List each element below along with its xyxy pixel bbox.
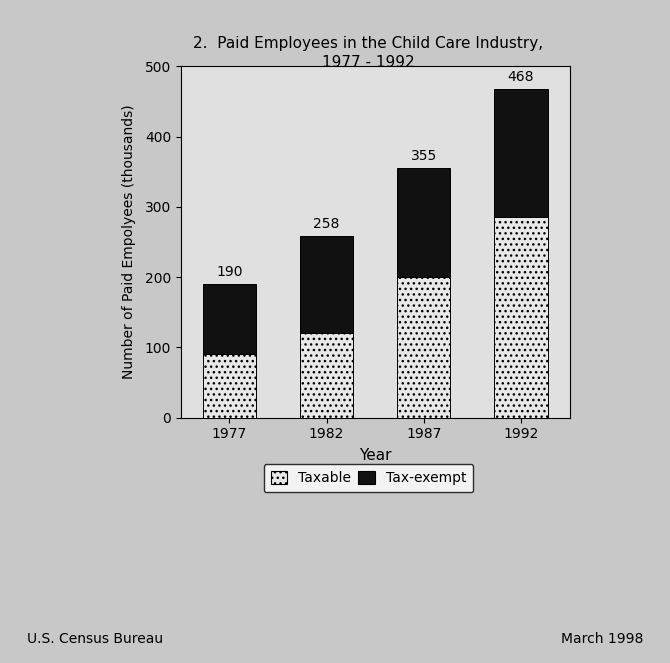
Bar — [494, 89, 547, 217]
Text: 190: 190 — [216, 265, 243, 279]
Text: U.S. Census Bureau: U.S. Census Bureau — [27, 633, 163, 646]
Bar — [300, 237, 353, 333]
Text: 468: 468 — [508, 70, 534, 84]
Legend: Taxable, Tax-exempt: Taxable, Tax-exempt — [263, 464, 474, 493]
Bar — [203, 284, 256, 355]
Text: 1977 - 1992: 1977 - 1992 — [322, 56, 415, 70]
Text: March 1998: March 1998 — [561, 633, 643, 646]
Bar — [397, 277, 450, 418]
Bar — [300, 333, 353, 418]
X-axis label: Year: Year — [359, 448, 391, 463]
Bar — [203, 355, 256, 418]
Bar — [494, 217, 547, 418]
Bar — [397, 168, 450, 277]
Text: 258: 258 — [314, 217, 340, 231]
Text: 2.  Paid Employees in the Child Care Industry,: 2. Paid Employees in the Child Care Indu… — [194, 36, 543, 50]
Y-axis label: Number of Paid Empolyees (thousands): Number of Paid Empolyees (thousands) — [123, 105, 137, 379]
Text: 355: 355 — [411, 149, 437, 163]
